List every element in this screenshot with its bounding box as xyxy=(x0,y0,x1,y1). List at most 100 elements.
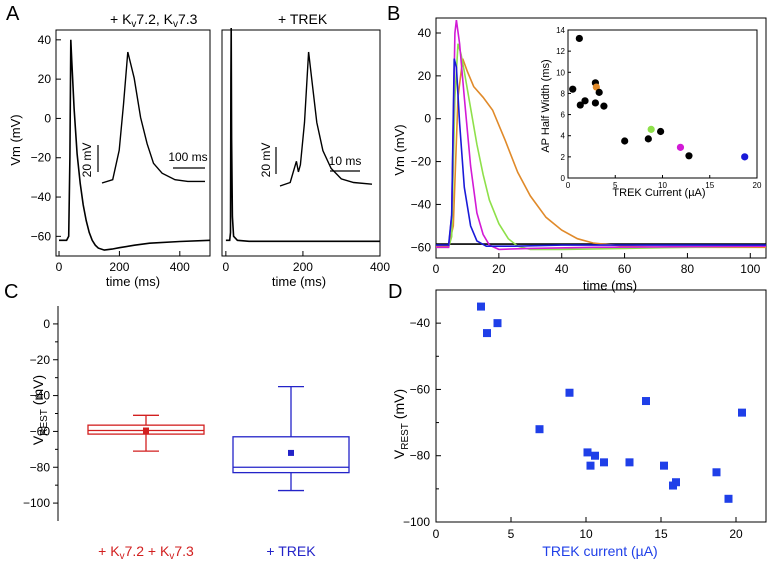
a-right-scalebar-t-label: 10 ms xyxy=(329,154,362,168)
a-left-title: + Kv7.2, Kv7.3 xyxy=(110,11,198,30)
c-ytick-label: −60 xyxy=(30,424,51,438)
c-mean-marker xyxy=(143,427,149,434)
d-frame xyxy=(435,289,767,523)
b-inset-xtick-label: 20 xyxy=(753,181,762,190)
b-inset-ytick-label: 0 xyxy=(561,174,566,183)
b-inset-point-black xyxy=(657,127,665,136)
b-ytick-label: −40 xyxy=(411,197,432,211)
d-point xyxy=(724,494,733,503)
b-ytick-label: 20 xyxy=(418,69,432,83)
b-trace-blue xyxy=(436,58,766,247)
b-ytick-label: 40 xyxy=(418,26,432,40)
b-trace-green xyxy=(436,43,767,251)
c-category-trek: + TREK xyxy=(266,543,316,559)
b-ytick-label: −60 xyxy=(411,240,432,254)
b-inset-point-orange xyxy=(592,83,600,91)
d-point xyxy=(565,388,574,397)
b-inset-xlabel: TREK Current (µA) xyxy=(612,187,705,199)
panel-label-a: A xyxy=(6,3,20,25)
d-xtick-label: 15 xyxy=(654,527,668,541)
b-inset-point-black xyxy=(575,34,583,43)
b-inset-point-black xyxy=(644,135,652,143)
d-xtick-label: 10 xyxy=(579,527,593,541)
d-xtick-label: 0 xyxy=(433,527,440,541)
d-point xyxy=(493,319,502,328)
d-xtick-label: 5 xyxy=(508,527,515,541)
b-inset-ytick-label: 14 xyxy=(556,26,565,35)
c-box xyxy=(87,424,205,435)
d-xlabel: TREK current (µA) xyxy=(542,543,657,559)
panel-label-b: B xyxy=(387,3,400,25)
b-inset-xtick-label: 5 xyxy=(613,181,618,190)
b-inset-ytick-label: 10 xyxy=(556,68,565,77)
a-right-xtick-label: 0 xyxy=(223,260,230,274)
b-inset-xtick-label: 10 xyxy=(658,181,667,190)
b-inset-point-black xyxy=(576,101,584,109)
b-xtick-label: 80 xyxy=(681,262,695,276)
d-ytick-label: −40 xyxy=(410,316,431,330)
d-ytick-label: −60 xyxy=(410,382,431,396)
c-ylabel: VREST (mV) xyxy=(30,375,50,445)
b-inset-ylabel: AP Half Width (ms) xyxy=(540,59,552,152)
c-ytick-label: −80 xyxy=(30,460,51,474)
b-xtick-label: 40 xyxy=(555,262,569,276)
d-point xyxy=(535,425,544,434)
d-point xyxy=(477,302,485,311)
b-inset-xtick-label: 15 xyxy=(705,181,714,190)
a-ytick-label: 20 xyxy=(38,72,52,86)
a-left-xlabel: time (ms) xyxy=(106,274,160,289)
a-ytick-label: −60 xyxy=(31,229,52,243)
b-inset-ytick-label: 8 xyxy=(561,89,566,98)
b-inset-point-black xyxy=(569,85,577,93)
b-inset-point-black xyxy=(581,97,589,105)
d-point xyxy=(591,451,599,460)
c-ytick-label: 0 xyxy=(43,317,50,331)
a-left-xtick-label: 400 xyxy=(170,260,190,274)
a-left-trace xyxy=(59,39,211,251)
b-inset-point-green xyxy=(647,125,655,133)
c-category-kv: + Kv7.2 + Kv7.3 xyxy=(98,543,194,562)
d-point xyxy=(586,461,595,470)
b-inset-xtick-label: 0 xyxy=(566,181,571,190)
b-inset-point-magenta xyxy=(676,143,685,151)
b-inset-ytick-label: 4 xyxy=(561,132,566,141)
b-ytick-label: 0 xyxy=(424,112,431,126)
a-right-xtick-label: 200 xyxy=(293,260,313,274)
d-point xyxy=(483,329,491,338)
d-point xyxy=(583,448,592,457)
b-ytick-label: −20 xyxy=(411,155,432,169)
c-ytick-label: −100 xyxy=(23,496,50,510)
b-inset-point-black xyxy=(621,137,629,145)
d-point xyxy=(642,397,650,406)
c-ytick-label: −40 xyxy=(30,389,51,403)
d-ytick-label: −80 xyxy=(410,449,431,463)
a-left-xtick-label: 0 xyxy=(56,260,63,274)
d-xtick-label: 20 xyxy=(729,527,743,541)
b-xtick-label: 0 xyxy=(433,262,440,276)
a-right-title: + TREK xyxy=(278,11,328,27)
d-point xyxy=(738,408,746,417)
b-inset-point-black xyxy=(600,102,608,110)
a-right-xlabel: time (ms) xyxy=(272,274,326,289)
a-frame-0 xyxy=(55,29,211,257)
b-inset-ytick-label: 12 xyxy=(556,47,565,56)
d-point xyxy=(600,458,608,467)
a-right-xtick-label: 400 xyxy=(370,260,390,274)
d-point xyxy=(660,461,668,470)
b-inset-ytick-label: 2 xyxy=(561,153,566,162)
b-inset-frame xyxy=(567,29,758,179)
a-left-xtick-label: 200 xyxy=(109,260,129,274)
a-right-inset-trace xyxy=(279,51,373,187)
a-ytick-label: −40 xyxy=(31,190,52,204)
c-mean-marker xyxy=(288,449,294,456)
a-right-scalebar-v-label: 20 mV xyxy=(259,143,273,178)
b-inset-ytick-label: 6 xyxy=(561,111,566,120)
b-inset-point-black xyxy=(595,88,603,96)
b-ylabel: Vm (mV) xyxy=(392,124,407,175)
b-xlabel: time (ms) xyxy=(583,278,637,293)
d-point xyxy=(625,458,634,467)
b-inset-point-black xyxy=(591,99,600,107)
b-inset-point-black xyxy=(685,152,693,160)
